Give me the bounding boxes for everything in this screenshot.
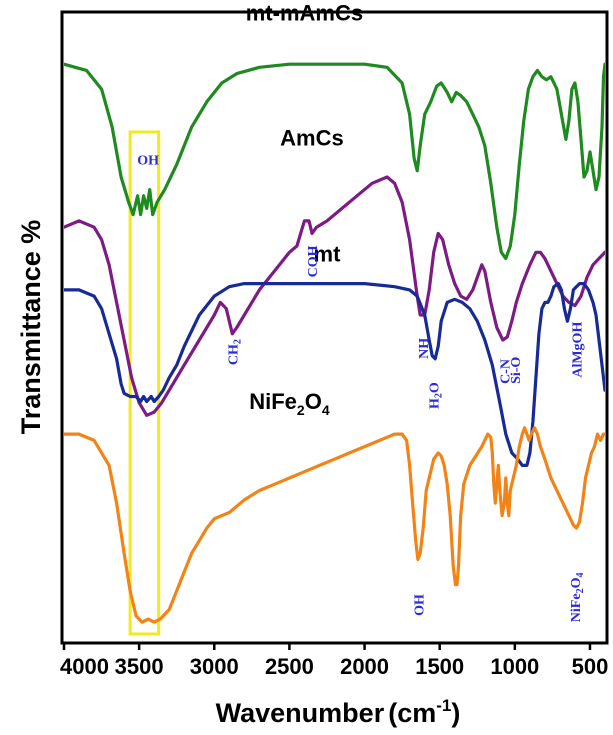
peak-label-7: Si-O xyxy=(509,357,524,384)
series-labels: mt-mAmCs AmCs mt NiFe2O4 xyxy=(246,0,363,418)
x-tick-label-6: 1500 xyxy=(415,654,464,679)
peak-label-3: COH xyxy=(306,245,321,277)
peak-label-6: H2O xyxy=(428,382,445,409)
series-line-3 xyxy=(64,282,605,467)
y-axis-title: Transmittance % xyxy=(16,220,46,435)
series-group xyxy=(64,62,605,624)
peak-label-4: NH xyxy=(417,338,432,359)
x-tick-label-5: 2000 xyxy=(340,654,389,679)
x-tick-label-7: 1000 xyxy=(490,654,539,679)
oh-highlight-band xyxy=(128,130,161,636)
peak-label-5: C-N xyxy=(498,359,513,384)
series-label-3: mt xyxy=(314,242,342,267)
x-tick-label-8: 500 xyxy=(572,654,609,679)
series-line-2 xyxy=(64,175,605,417)
x-axis-title-main: Wavenumber xyxy=(216,698,385,728)
series-label-2: AmCs xyxy=(280,126,344,151)
peak-label-1: OH xyxy=(137,153,159,168)
x-axis-title: Wavenumber (cm-1) xyxy=(216,696,461,728)
x-tick-label-3: 3000 xyxy=(190,654,239,679)
series-line-1 xyxy=(64,62,605,261)
x-tick-label-1: 4000 xyxy=(60,654,109,679)
peak-label-9: OH xyxy=(413,594,428,616)
peak-label-2: CH2 xyxy=(226,339,243,365)
x-axis-ticks: 4000 3500 3000 2500 2000 1500 1000 500 xyxy=(60,643,608,679)
series-line-4 xyxy=(64,426,605,624)
series-label-4: NiFe2O4 xyxy=(249,389,330,418)
x-axis-unit-sup: -1 xyxy=(436,696,451,715)
peak-label-8: AlMgOH xyxy=(570,322,585,378)
x-tick-label-2: 3500 xyxy=(115,654,164,679)
x-tick-label-4: 2500 xyxy=(265,654,314,679)
x-axis-unit-close: ) xyxy=(451,698,460,728)
plot-frame xyxy=(60,10,609,645)
series-label-1: mt-mAmCs xyxy=(246,0,363,25)
peak-annotations: OH CH2 COH NH C-N H2O Si-O AlMgOH OH NiFe2O4 xyxy=(137,153,586,622)
x-axis-unit: (cm xyxy=(388,698,436,728)
peak-label-10: NiFe2O4 xyxy=(569,573,586,623)
